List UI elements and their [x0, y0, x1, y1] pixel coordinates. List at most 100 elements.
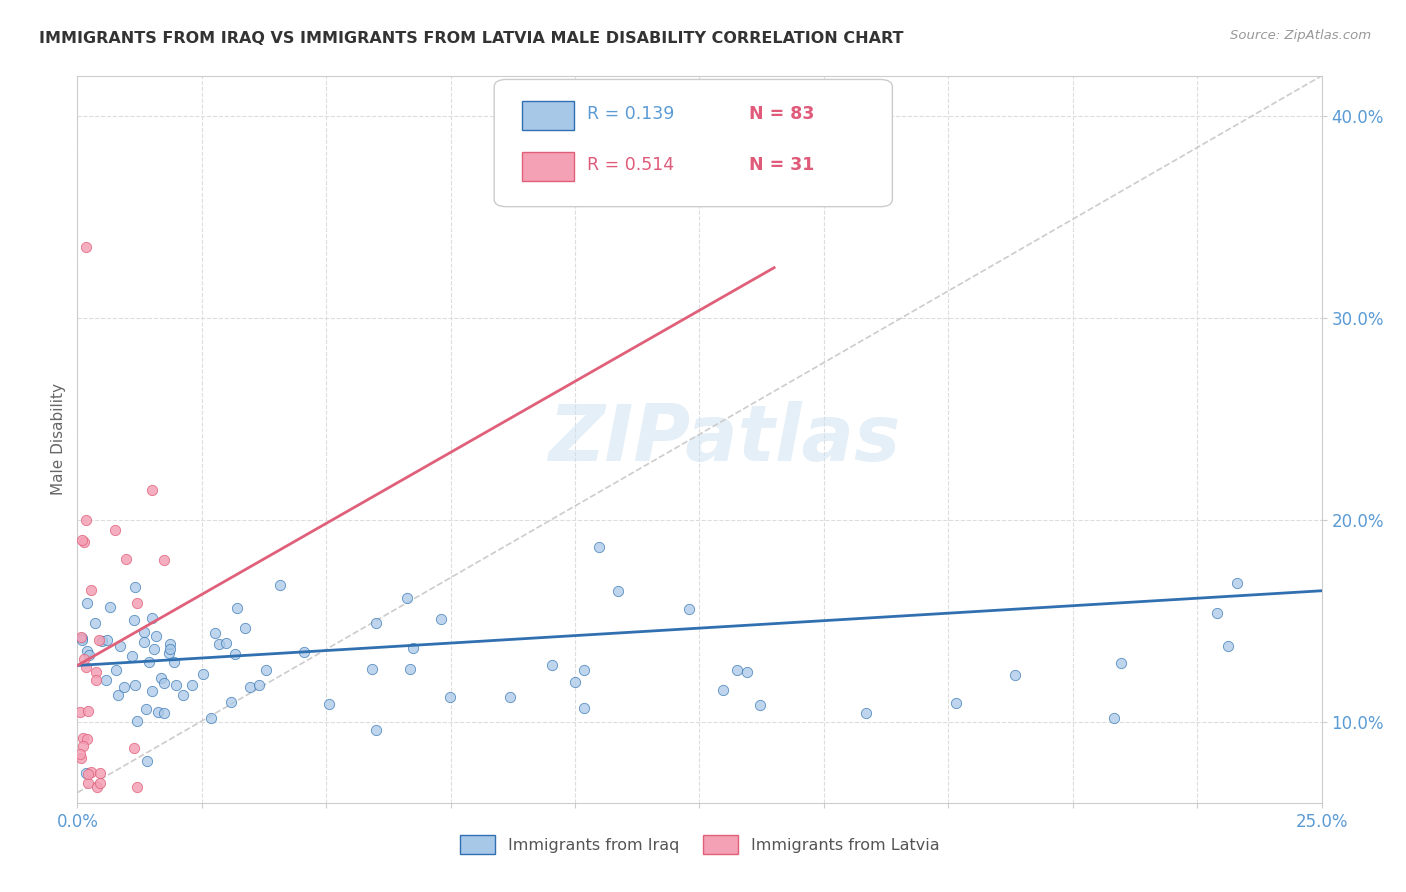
Point [122, 613, 145, 627]
Point [219, 696, 242, 710]
Point [141, 684, 163, 698]
Point [75, 660, 97, 674]
Point [86, 665, 108, 680]
Text: N = 31: N = 31 [749, 156, 814, 174]
Point [70, 751, 93, 765]
Point [1004, 668, 1026, 682]
Point [269, 578, 291, 592]
Point [224, 647, 246, 661]
Point [105, 663, 128, 677]
Point [159, 641, 181, 656]
Point [69, 705, 91, 719]
Point [132, 634, 155, 648]
Point [84, 616, 107, 631]
Point [711, 682, 734, 697]
Text: N = 83: N = 83 [749, 105, 814, 123]
Point [1226, 576, 1249, 591]
Point [89, 775, 111, 789]
Point [239, 681, 262, 695]
Point [84, 673, 107, 687]
Point [588, 540, 610, 554]
Point [76, 732, 98, 747]
Point [76, 513, 98, 527]
Point [1206, 606, 1229, 620]
Point [87, 632, 110, 647]
Point [80, 583, 103, 598]
Point [364, 615, 387, 630]
Text: IMMIGRANTS FROM IRAQ VS IMMIGRANTS FROM LATVIA MALE DISABILITY CORRELATION CHART: IMMIGRANTS FROM IRAQ VS IMMIGRANTS FROM … [39, 31, 904, 46]
Legend: Immigrants from Iraq, Immigrants from Latvia: Immigrants from Iraq, Immigrants from La… [453, 829, 946, 860]
Point [115, 551, 138, 566]
Point [91, 633, 114, 648]
Point [200, 711, 222, 725]
Point [72, 731, 94, 746]
Point [430, 612, 453, 626]
Point [72, 631, 94, 645]
Point [1216, 639, 1239, 653]
Point [395, 591, 418, 605]
Point [607, 583, 630, 598]
Point [165, 678, 187, 692]
Point [564, 674, 586, 689]
Point [77, 704, 100, 718]
Point [77, 775, 100, 789]
Point [96, 632, 118, 647]
Point [72, 739, 94, 754]
Point [121, 649, 143, 664]
Point [162, 656, 184, 670]
Point [208, 637, 231, 651]
Point [112, 680, 135, 694]
Point [1102, 711, 1125, 725]
Point [86, 780, 108, 794]
Point [204, 625, 226, 640]
Point [499, 690, 522, 704]
Point [73, 534, 96, 549]
Point [235, 621, 257, 635]
Point [107, 688, 129, 702]
Point [122, 741, 145, 756]
Point [249, 678, 271, 692]
Bar [522, 102, 574, 130]
Point [678, 602, 700, 616]
Point [141, 483, 163, 497]
Text: R = 0.514: R = 0.514 [588, 156, 675, 174]
Point [153, 706, 176, 721]
Point [132, 625, 155, 640]
Point [735, 665, 758, 679]
Point [79, 648, 101, 662]
Point [572, 663, 595, 677]
Point [75, 240, 97, 254]
Point [80, 765, 103, 780]
Point [254, 663, 277, 677]
Point [73, 652, 96, 666]
Point [226, 601, 249, 615]
Point [572, 700, 595, 714]
Point [945, 696, 967, 710]
Text: Source: ZipAtlas.com: Source: ZipAtlas.com [1230, 29, 1371, 42]
Point [77, 767, 100, 781]
FancyBboxPatch shape [494, 79, 893, 207]
Point [153, 552, 176, 566]
Point [439, 690, 461, 704]
Point [366, 723, 388, 738]
Point [76, 597, 98, 611]
Point [152, 675, 174, 690]
Point [172, 688, 194, 702]
Point [214, 636, 236, 650]
Point [104, 523, 127, 537]
Point [138, 655, 160, 669]
Point [292, 645, 315, 659]
Point [98, 599, 121, 614]
Point [75, 765, 97, 780]
Point [855, 706, 877, 721]
Point [318, 697, 340, 711]
Text: R = 0.139: R = 0.139 [588, 105, 675, 123]
Point [180, 678, 202, 692]
Point [89, 765, 111, 780]
Point [94, 673, 117, 687]
Point [749, 698, 772, 712]
Point [191, 667, 214, 681]
Point [124, 678, 146, 692]
Text: ZIPatlas: ZIPatlas [548, 401, 900, 477]
Point [127, 596, 149, 610]
